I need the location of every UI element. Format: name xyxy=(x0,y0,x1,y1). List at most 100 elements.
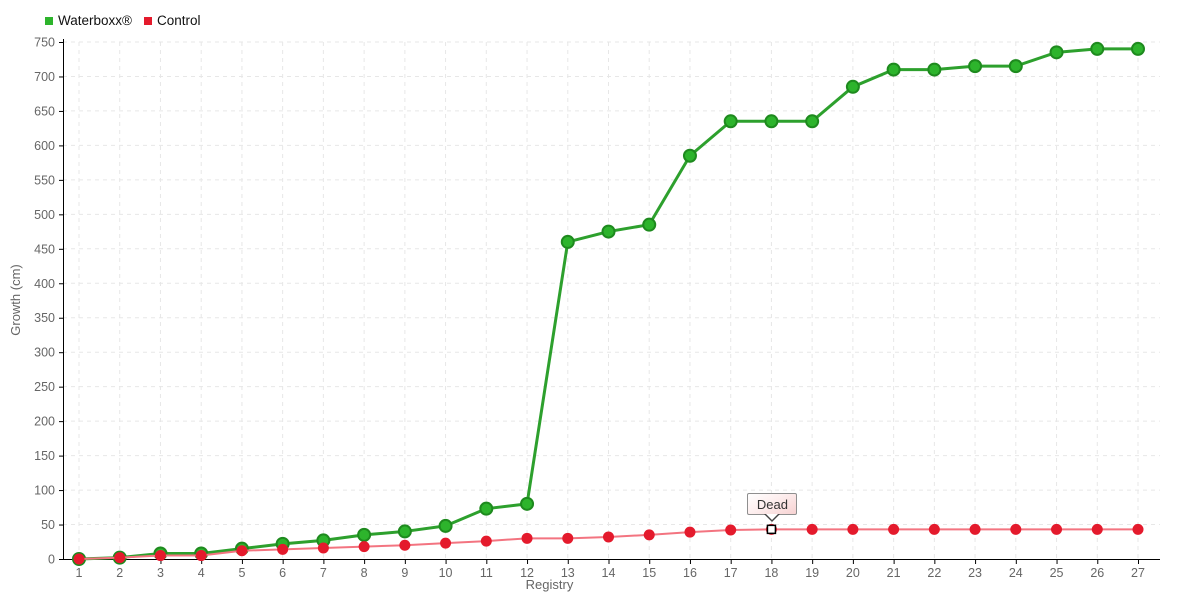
waterboxx-swatch-icon xyxy=(45,16,53,25)
data-point[interactable] xyxy=(682,148,697,163)
x-tick-label: 21 xyxy=(887,566,901,580)
data-point[interactable] xyxy=(723,114,738,129)
x-tick-label: 8 xyxy=(361,566,368,580)
x-tick-label: 26 xyxy=(1090,566,1104,580)
y-tick-label: 150 xyxy=(34,449,55,463)
y-tick-label: 50 xyxy=(41,518,55,532)
x-tick-label: 24 xyxy=(1009,566,1023,580)
x-tick-label: 20 xyxy=(846,566,860,580)
dead-tooltip: Dead xyxy=(747,493,798,523)
y-tick-label: 250 xyxy=(34,380,55,394)
x-tick-label: 16 xyxy=(683,566,697,580)
data-point[interactable] xyxy=(643,529,655,541)
data-point[interactable] xyxy=(438,518,453,533)
x-tick-label: 19 xyxy=(805,566,819,580)
data-point[interactable] xyxy=(603,531,614,543)
x-tick-label: 3 xyxy=(157,566,164,580)
data-point[interactable] xyxy=(1131,41,1145,56)
data-point[interactable] xyxy=(195,550,207,562)
y-tick-label: 650 xyxy=(34,104,55,118)
data-point[interactable] xyxy=(684,526,696,538)
x-tick-label: 5 xyxy=(238,566,245,580)
chart-legend: Waterboxx® Control xyxy=(45,13,201,28)
x-tick-label: 4 xyxy=(198,566,205,580)
x-tick-label: 6 xyxy=(279,566,286,580)
x-tick-label: 27 xyxy=(1131,566,1145,580)
data-point[interactable] xyxy=(805,114,820,129)
y-tick-label: 500 xyxy=(34,208,55,222)
x-tick-label: 7 xyxy=(320,566,327,580)
x-tick-label: 10 xyxy=(439,566,453,580)
data-point[interactable] xyxy=(927,62,942,77)
data-point[interactable] xyxy=(397,524,412,539)
x-tick-label: 22 xyxy=(927,566,941,580)
data-point[interactable] xyxy=(601,224,616,239)
y-tick-label: 750 xyxy=(34,36,55,50)
x-tick-label: 14 xyxy=(602,566,616,580)
data-point[interactable] xyxy=(764,114,779,129)
legend-label-waterboxx: Waterboxx® xyxy=(58,13,132,28)
data-point[interactable] xyxy=(1051,523,1063,535)
x-tick-label: 9 xyxy=(401,566,408,580)
x-tick-label: 25 xyxy=(1050,566,1064,580)
data-point[interactable] xyxy=(928,523,940,535)
y-tick-label: 100 xyxy=(34,484,55,498)
y-axis-title: Growth (cm) xyxy=(8,264,23,336)
x-tick-label: 18 xyxy=(764,566,778,580)
x-tick-label: 12 xyxy=(520,566,534,580)
data-point[interactable] xyxy=(969,523,981,535)
data-point[interactable] xyxy=(968,59,983,74)
data-point[interactable] xyxy=(1010,523,1022,535)
data-point[interactable] xyxy=(399,539,411,551)
x-tick-label: 13 xyxy=(561,566,575,580)
y-tick-label: 0 xyxy=(48,553,55,567)
y-tick-label: 700 xyxy=(34,70,55,84)
data-point[interactable] xyxy=(277,543,289,555)
legend-label-control: Control xyxy=(156,13,201,28)
legend-item-waterboxx[interactable]: Waterboxx® xyxy=(45,13,132,28)
data-point[interactable] xyxy=(1008,59,1023,74)
data-point[interactable] xyxy=(440,537,452,549)
data-point[interactable] xyxy=(1132,523,1144,535)
data-point[interactable] xyxy=(845,79,860,94)
data-point[interactable] xyxy=(560,234,575,249)
data-point[interactable] xyxy=(154,550,166,562)
data-point[interactable] xyxy=(236,545,248,557)
data-point[interactable] xyxy=(317,542,329,554)
dead-point-marker[interactable] xyxy=(766,524,777,535)
x-tick-label: 17 xyxy=(724,566,738,580)
y-tick-label: 400 xyxy=(34,277,55,291)
y-tick-label: 550 xyxy=(34,173,55,187)
legend-item-control[interactable]: Control xyxy=(143,13,201,28)
y-tick-label: 450 xyxy=(34,242,55,256)
data-point[interactable] xyxy=(847,523,859,535)
dead-tooltip-text: Dead xyxy=(756,496,788,512)
data-point[interactable] xyxy=(1049,45,1064,60)
control-swatch-icon xyxy=(143,16,152,25)
data-point[interactable] xyxy=(1091,523,1103,535)
x-axis-title: Registry xyxy=(526,577,574,592)
x-tick-label: 2 xyxy=(116,566,123,580)
x-tick-label: 1 xyxy=(76,566,83,580)
y-tick-label: 200 xyxy=(34,415,55,429)
data-point[interactable] xyxy=(642,217,657,232)
data-point[interactable] xyxy=(562,532,574,544)
data-point[interactable] xyxy=(725,524,737,536)
data-point[interactable] xyxy=(888,523,900,535)
data-point[interactable] xyxy=(357,527,372,542)
data-point[interactable] xyxy=(886,62,901,77)
data-point[interactable] xyxy=(521,532,533,544)
data-point[interactable] xyxy=(73,553,85,565)
data-point[interactable] xyxy=(806,523,818,535)
data-point[interactable] xyxy=(480,535,492,547)
data-point[interactable] xyxy=(114,552,126,564)
x-tick-label: 15 xyxy=(642,566,656,580)
data-point[interactable] xyxy=(479,501,494,516)
x-tick-label: 11 xyxy=(480,566,493,580)
y-tick-label: 350 xyxy=(34,311,55,325)
data-point[interactable] xyxy=(358,541,370,553)
data-point[interactable] xyxy=(1090,41,1105,56)
data-point[interactable] xyxy=(520,496,535,511)
